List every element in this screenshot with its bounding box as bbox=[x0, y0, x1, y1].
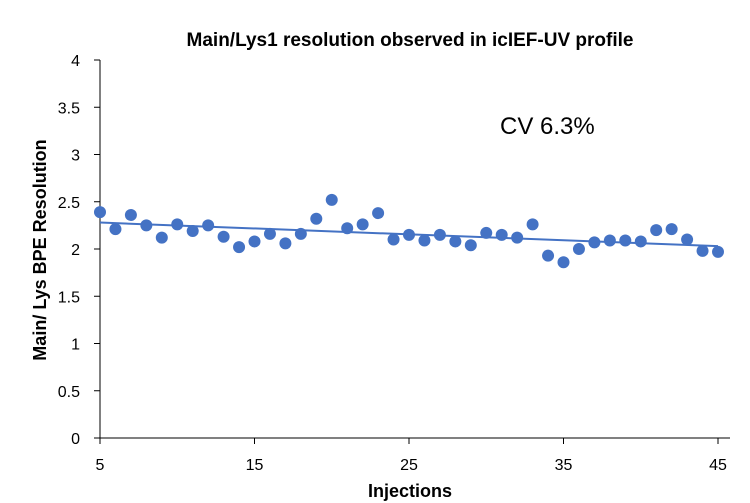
data-point bbox=[526, 218, 539, 231]
data-point bbox=[233, 241, 246, 254]
y-tick-label: 1.5 bbox=[58, 289, 80, 306]
data-point bbox=[186, 225, 199, 238]
data-point bbox=[372, 207, 385, 220]
x-tick-label: 15 bbox=[246, 457, 264, 474]
data-point bbox=[449, 235, 462, 248]
y-tick-label: 1 bbox=[71, 337, 80, 354]
y-tick-label: 2.5 bbox=[58, 195, 80, 212]
data-point bbox=[542, 249, 555, 262]
data-point bbox=[263, 227, 276, 240]
data-point bbox=[94, 206, 106, 219]
data-point bbox=[341, 222, 354, 235]
x-axis-ticks: 5 15 25 35 45 bbox=[96, 438, 727, 474]
data-point bbox=[433, 228, 446, 241]
data-point bbox=[217, 230, 230, 243]
data-point bbox=[294, 227, 307, 240]
data-point bbox=[248, 235, 261, 248]
data-point bbox=[310, 212, 323, 225]
data-point bbox=[464, 239, 477, 252]
data-point bbox=[171, 218, 184, 231]
y-tick-label: 4 bbox=[71, 53, 80, 70]
y-tick-label: 3.5 bbox=[58, 100, 80, 117]
data-point bbox=[665, 223, 678, 236]
data-point bbox=[681, 233, 694, 246]
y-tick-label: 2 bbox=[71, 242, 80, 259]
data-point bbox=[124, 208, 137, 221]
data-point bbox=[572, 243, 585, 255]
data-point bbox=[325, 193, 338, 206]
y-tick-label: 3 bbox=[71, 148, 80, 165]
data-point bbox=[356, 218, 369, 231]
data-point bbox=[480, 226, 493, 239]
data-point bbox=[619, 234, 632, 247]
data-point bbox=[140, 219, 153, 232]
data-point bbox=[634, 235, 647, 248]
data-point bbox=[511, 231, 524, 244]
x-tick-label: 25 bbox=[400, 457, 418, 474]
data-point bbox=[109, 223, 122, 236]
y-axis-ticks: 0 0.5 1 1.5 2 2.5 3 3.5 4 bbox=[58, 53, 100, 448]
x-tick-label: 35 bbox=[555, 457, 573, 474]
data-point bbox=[650, 224, 663, 237]
data-point bbox=[155, 231, 168, 244]
y-tick-label: 0.5 bbox=[58, 384, 80, 401]
data-point bbox=[603, 234, 616, 247]
data-point bbox=[557, 256, 570, 269]
x-tick-label: 5 bbox=[96, 457, 105, 474]
data-point bbox=[495, 228, 508, 241]
data-point bbox=[696, 244, 709, 257]
cv-annotation: CV 6.3% bbox=[500, 113, 595, 140]
y-tick-label: 0 bbox=[71, 431, 80, 448]
data-points bbox=[94, 193, 724, 269]
y-axis-title: Main/ Lys BPE Resolution bbox=[30, 139, 50, 360]
data-point bbox=[403, 228, 415, 241]
data-point bbox=[588, 236, 601, 249]
data-point bbox=[387, 233, 400, 246]
x-tick-label: 45 bbox=[709, 457, 727, 474]
data-point bbox=[418, 234, 431, 247]
data-point bbox=[279, 237, 292, 250]
chart-title: Main/Lys1 resolution observed in icIEF-U… bbox=[187, 30, 634, 51]
data-point bbox=[712, 245, 724, 258]
data-point bbox=[202, 219, 215, 232]
x-axis-title: Injections bbox=[368, 481, 452, 501]
